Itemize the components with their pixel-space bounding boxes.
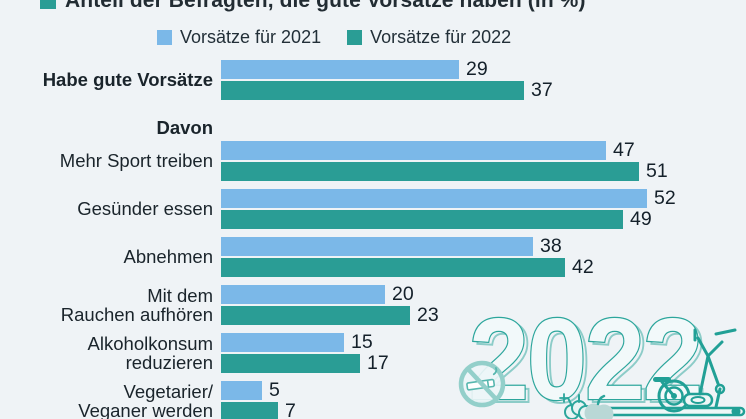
value-label: 17 (367, 352, 389, 374)
bar-row: 23 (221, 304, 439, 326)
year-2022-text: 2022 2022 (468, 294, 708, 419)
chart-title: Anteil der Befragten, die gute Vorsätze … (65, 0, 586, 12)
value-label: 37 (531, 79, 553, 101)
bar-row: 29 (221, 58, 553, 80)
bar-2021 (221, 60, 459, 79)
category-label-line: Mehr Sport treiben (59, 150, 213, 172)
title-marker-icon (40, 0, 56, 9)
bar-group: Mehr Sport treiben 47 51 (0, 139, 746, 182)
bar-2021 (221, 237, 533, 256)
bar-row: 20 (221, 283, 439, 305)
value-label: 51 (646, 160, 668, 182)
category-label-line: Veganer werden (78, 400, 213, 419)
sparkle-icon (559, 393, 569, 403)
legend-swatch-icon (157, 30, 172, 45)
category-label-line: Alkoholkonsum (87, 332, 213, 354)
legend-swatch-icon (347, 30, 363, 45)
bar-2021 (221, 285, 385, 304)
category-label-line: Mit dem (147, 284, 213, 306)
value-label: 42 (572, 256, 594, 278)
value-label: 15 (351, 331, 373, 353)
category-label: Vegetarier/Veganer werden (0, 381, 213, 419)
bar-2022 (221, 162, 639, 181)
bar-2021 (221, 141, 606, 160)
value-label: 38 (540, 235, 562, 257)
category-label-line: Vegetarier/ (123, 380, 213, 402)
bar-chart: Habe gute Vorsätze 29 37 Davon Mehr Sport tr… (0, 58, 746, 419)
legend-label: Vorsätze für 2021 (180, 27, 322, 47)
bar-row: 15 (221, 331, 389, 353)
category-label: Mehr Sport treiben (0, 141, 213, 181)
value-label: 49 (630, 208, 652, 230)
bar-row: 47 (221, 139, 668, 161)
category-label-line: Abnehmen (123, 246, 213, 268)
category-label-line: Gesünder essen (77, 198, 213, 220)
legend: Vorsätze für 2021 Vorsätze für 2022 (157, 27, 511, 48)
bar-row: 7 (221, 400, 296, 419)
value-label: 29 (466, 58, 488, 80)
year-2022-illustration: 2022 2022 (458, 294, 746, 419)
bar-row: 17 (221, 352, 389, 374)
category-label-line: Habe gute Vorsätze (42, 69, 213, 91)
kale-icon (564, 394, 594, 419)
bar-group: Gesünder essen 52 49 (0, 187, 746, 230)
legend-label: Vorsätze für 2022 (370, 27, 512, 47)
legend-item-2022: Vorsätze für 2022 (347, 27, 511, 48)
apple-icon (584, 394, 614, 419)
category-label: Gesünder essen (0, 189, 213, 229)
bar-group: Habe gute Vorsätze 29 37 (0, 58, 746, 101)
bar-2022 (221, 258, 565, 277)
bar-row: 5 (221, 379, 296, 401)
bar-2022 (221, 354, 360, 373)
chart-title-row: Anteil der Befragten, die gute Vorsätze … (40, 0, 586, 13)
bar-2021 (221, 189, 647, 208)
bar-2021 (221, 381, 262, 400)
bar-group: Abnehmen 38 42 (0, 235, 746, 278)
value-label: 52 (654, 187, 676, 209)
section-heading: Davon (156, 117, 213, 138)
value-label: 7 (285, 400, 296, 419)
bar-row: 52 (221, 187, 676, 209)
category-label-line: Rauchen aufhören (60, 304, 213, 325)
legend-item-2021: Vorsätze für 2021 (157, 27, 321, 48)
value-label: 5 (269, 379, 280, 401)
svg-text:2022: 2022 (473, 297, 705, 419)
bar-row: 37 (221, 79, 553, 101)
no-smoking-icon (458, 360, 506, 408)
value-label: 47 (613, 139, 635, 161)
category-label-line: reduzieren (125, 352, 213, 373)
bar-2022 (221, 210, 623, 229)
bar-2021 (221, 333, 344, 352)
category-label: Abnehmen (0, 237, 213, 277)
value-label: 23 (417, 304, 439, 326)
bar-2022 (221, 306, 410, 325)
bar-row: 42 (221, 256, 594, 278)
bar-row: 38 (221, 235, 594, 257)
bar-group: Vegetarier/Veganer werden 5 7 (0, 379, 746, 419)
bar-2022 (221, 402, 278, 419)
category-label: Mit dem Rauchen aufhören (0, 285, 213, 325)
category-label: Alkoholkonsum reduzieren (0, 333, 213, 373)
bar-2022 (221, 81, 524, 100)
bar-row: 49 (221, 208, 676, 230)
category-label: Habe gute Vorsätze (0, 60, 213, 100)
value-label: 20 (392, 283, 414, 305)
bar-row: 51 (221, 160, 668, 182)
bar-group: Mit dem Rauchen aufhören 20 23 (0, 283, 746, 326)
bar-group: Alkoholkonsum reduzieren 15 17 (0, 331, 746, 374)
